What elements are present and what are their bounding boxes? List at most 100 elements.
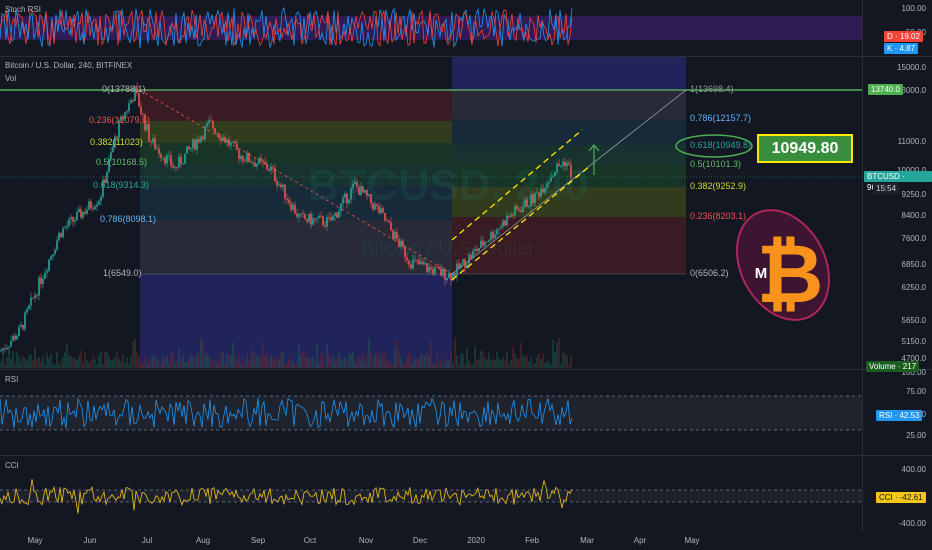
fib-zones-left[interactable]	[140, 90, 452, 368]
candle-body	[364, 190, 366, 193]
volume-bar	[96, 364, 98, 368]
fib-zone	[452, 217, 686, 274]
candle-body	[116, 136, 118, 138]
volume-bar	[504, 359, 506, 368]
candle-body	[236, 143, 238, 150]
volume-bar	[128, 363, 130, 368]
candle-body	[166, 155, 168, 164]
volume-bar	[34, 347, 36, 368]
candle-body	[62, 228, 64, 238]
volume-bar	[314, 363, 316, 368]
candle-body	[410, 264, 412, 269]
candle-body	[452, 273, 454, 281]
candle-body	[78, 208, 80, 213]
volume-bar	[278, 358, 280, 368]
volume-bar	[506, 351, 508, 368]
fib-zone	[140, 220, 452, 274]
fib-label: 0.5(10101.3)	[690, 159, 742, 169]
volume-bar	[234, 353, 236, 368]
volume-bar	[32, 359, 34, 368]
price-tag: BTCUSD · 9635.4	[864, 171, 932, 192]
volume-bar	[198, 353, 200, 368]
candle-body	[214, 128, 216, 134]
candle-body	[556, 163, 558, 173]
volume-bar	[480, 350, 482, 368]
rsi-tick: 100.00	[901, 368, 926, 377]
volume-bar	[264, 354, 266, 368]
time-axis[interactable]: May Jun Jul Aug Sep Oct Nov Dec 2020 Feb Mar Apr May	[0, 533, 862, 550]
vol-title: Vol	[5, 74, 17, 83]
candle-body	[238, 149, 240, 160]
candle-body	[474, 248, 476, 251]
candle-body	[64, 227, 66, 229]
volume-bar	[348, 354, 350, 368]
candle-body	[234, 141, 236, 144]
volume-bar	[180, 359, 182, 368]
volume-bar	[92, 357, 94, 368]
stoch-k-tag: K · 4.87	[884, 43, 919, 54]
volume-bar	[206, 353, 208, 368]
volume-bar	[526, 355, 528, 368]
candle-body	[100, 196, 102, 201]
volume-bar	[420, 353, 422, 368]
candle-body	[336, 212, 338, 218]
fib-zones-right[interactable]	[452, 57, 686, 274]
candle-body	[494, 234, 496, 239]
candle-body	[82, 211, 84, 218]
candle-body	[542, 188, 544, 193]
price-tick: 5150.0	[901, 337, 926, 346]
candle-body	[436, 266, 438, 268]
candle-body	[312, 218, 314, 225]
volume-bar	[200, 338, 202, 368]
volume-bar	[428, 356, 430, 368]
channel-upper[interactable]	[451, 129, 583, 241]
candle-body	[346, 193, 348, 204]
candle-body	[186, 146, 188, 154]
price-tick: 7600.0	[901, 234, 926, 243]
target-price-badge: 10949.80	[757, 134, 853, 163]
rsi-series	[0, 397, 573, 429]
volume-bar	[60, 360, 62, 368]
candle-body	[92, 208, 94, 210]
volume-bar	[110, 360, 112, 368]
candle-body	[286, 198, 288, 200]
volume-bar	[46, 353, 48, 368]
volume-bar	[66, 344, 68, 368]
candle-body	[302, 213, 304, 215]
candle-body	[460, 263, 462, 269]
candle-body	[482, 240, 484, 246]
volume-bar	[514, 354, 516, 368]
candle-body	[6, 347, 8, 350]
volume-bar	[392, 364, 394, 368]
candle-body	[554, 172, 556, 176]
volume-bar	[560, 364, 562, 368]
candle-body	[34, 295, 36, 299]
candle-body	[462, 259, 464, 264]
candle-body	[4, 348, 6, 350]
stoch-d-line	[0, 9, 573, 47]
volume-bar	[478, 358, 480, 368]
volume-bar	[344, 356, 346, 368]
volume-bar	[462, 354, 464, 368]
candle-body	[16, 335, 18, 340]
volume-bar	[154, 356, 156, 368]
candle-body	[484, 242, 486, 246]
candle-body	[48, 259, 50, 271]
candle-body	[514, 206, 516, 216]
volume-bar	[518, 358, 520, 368]
candle-body	[320, 215, 322, 217]
candle-body	[110, 152, 112, 159]
volume-bar	[474, 345, 476, 368]
volume-bar	[510, 359, 512, 368]
volume-bar	[140, 362, 142, 368]
volume-bar	[310, 357, 312, 368]
volume-bar	[438, 361, 440, 368]
candle-body	[242, 155, 244, 162]
candle-body	[40, 277, 42, 285]
volume-bar	[64, 352, 66, 368]
price-candles[interactable]	[0, 82, 572, 356]
candle-body	[392, 229, 394, 239]
fib-label: 1(6549.0)	[103, 268, 142, 278]
candle-body	[508, 215, 510, 218]
